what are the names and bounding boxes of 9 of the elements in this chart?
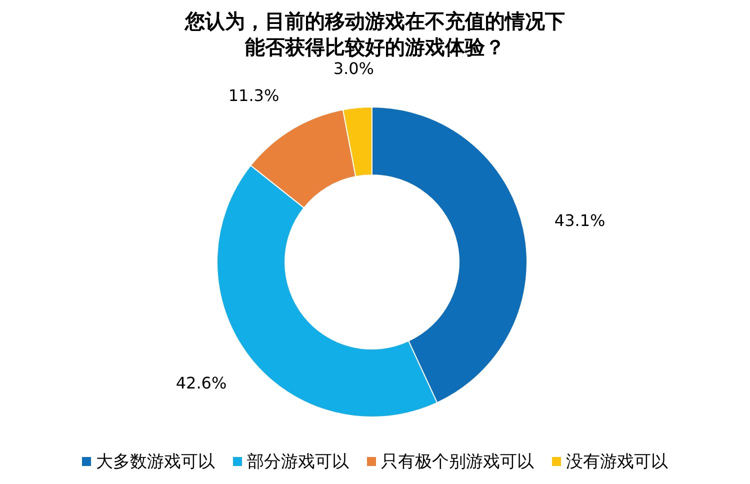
legend-label: 大多数游戏可以	[96, 452, 215, 472]
legend-label: 部分游戏可以	[247, 452, 349, 472]
data-label: 3.0%	[333, 58, 374, 78]
chart-title: 您认为，目前的移动游戏在不充值的情况下能否获得比较好的游戏体验？	[183, 8, 566, 60]
data-label: 43.1%	[554, 211, 606, 230]
legend-label: 没有游戏可以	[566, 452, 668, 472]
legend-label: 只有极个别游戏可以	[381, 452, 534, 472]
data-label: 42.6%	[176, 373, 227, 392]
data-label: 11.3%	[228, 86, 280, 106]
